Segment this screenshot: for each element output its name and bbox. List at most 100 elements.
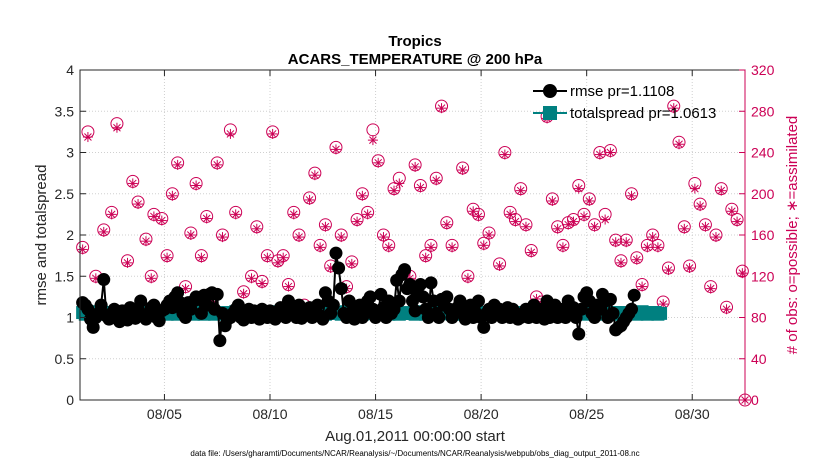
obs-assimilated-marker bbox=[378, 232, 389, 243]
y-tick-label-left: 1 bbox=[66, 310, 74, 326]
rmse-point bbox=[332, 261, 346, 275]
rmse-point bbox=[625, 302, 639, 316]
obs-assimilated-marker bbox=[288, 209, 299, 220]
obs-assimilated-marker bbox=[732, 216, 743, 227]
y-tick-label-right: 80 bbox=[751, 310, 767, 326]
rmse-point bbox=[311, 298, 324, 312]
rmse-point bbox=[329, 246, 343, 260]
rmse-point bbox=[453, 294, 467, 308]
y-tick-label-left: 0 bbox=[66, 392, 74, 408]
x-axis-label: Aug.01,2011 00:00:00 start bbox=[325, 428, 506, 445]
rmse-point bbox=[97, 273, 111, 287]
obs-assimilated-marker bbox=[346, 258, 357, 269]
rmse-point bbox=[413, 278, 427, 291]
x-tick-label: 08/25 bbox=[569, 406, 604, 422]
rmse-point bbox=[213, 334, 227, 348]
obs-assimilated-marker bbox=[146, 273, 157, 284]
y-tick-label-right: 160 bbox=[751, 227, 775, 243]
rmse-point bbox=[477, 320, 491, 334]
obs-assimilated-marker bbox=[494, 260, 505, 271]
obs-assimilated-marker bbox=[589, 221, 600, 232]
y-tick-label-right: 0 bbox=[751, 392, 759, 408]
obs-assimilated-marker bbox=[637, 281, 648, 292]
obs-assimilated-marker bbox=[230, 209, 241, 220]
obs-assimilated-marker bbox=[552, 223, 563, 234]
obs-assimilated-marker bbox=[357, 190, 368, 201]
obs-assimilated-marker bbox=[420, 252, 431, 263]
obs-assimilated-marker bbox=[431, 175, 442, 186]
obs-assimilated-marker bbox=[315, 242, 326, 253]
obs-assimilated-marker bbox=[133, 199, 144, 210]
y-tick-label-left: 3.5 bbox=[55, 103, 75, 119]
y-axis-right: 0 40 80 120 160 200 240 280 320 bbox=[739, 62, 775, 408]
y-axis-left: 0 0.5 1 1.5 2 2.5 3 3.5 4 bbox=[55, 62, 86, 408]
rmse-point bbox=[574, 302, 588, 316]
obs-assimilated-marker bbox=[415, 182, 426, 193]
obs-assimilated-marker bbox=[185, 230, 196, 240]
obs-assimilated-marker bbox=[162, 252, 173, 263]
obs-assimilated-marker bbox=[695, 201, 706, 212]
chart-title: Tropics bbox=[388, 33, 441, 50]
obs-assimilated-marker bbox=[82, 132, 93, 143]
totalspread-point bbox=[654, 306, 668, 320]
obs-assimilated-marker bbox=[674, 139, 685, 150]
obs-assimilated-marker bbox=[642, 242, 653, 253]
obs-assimilated-marker bbox=[457, 165, 468, 176]
obs-assimilated-marker bbox=[196, 252, 207, 263]
obs-assimilated-marker bbox=[201, 213, 212, 224]
obs-assimilated-marker bbox=[441, 219, 452, 230]
obs-assimilated-marker bbox=[557, 242, 568, 253]
rmse-point bbox=[627, 288, 641, 302]
obs-assimilated-marker bbox=[122, 257, 133, 268]
y-tick-label-right: 120 bbox=[751, 268, 775, 284]
rmse-point bbox=[432, 311, 446, 324]
y-tick-label-right: 280 bbox=[751, 103, 775, 119]
obs-assimilated-marker bbox=[238, 288, 249, 299]
y-tick-label-left: 0.5 bbox=[55, 351, 75, 367]
obs-assimilated-marker bbox=[383, 242, 394, 253]
obs-assimilated-marker bbox=[600, 214, 611, 225]
legend-spread-label: totalspread pr=1.0613 bbox=[570, 105, 716, 122]
legend-spread-marker bbox=[543, 106, 557, 120]
obs-assimilated-marker bbox=[77, 244, 88, 255]
obs-assimilated-marker bbox=[689, 183, 700, 194]
rmse-point bbox=[231, 298, 245, 312]
rmse-point bbox=[171, 286, 185, 300]
obs-assimilated-marker bbox=[172, 159, 183, 170]
obs-assimilated-marker bbox=[410, 161, 421, 172]
rmse-point bbox=[152, 314, 166, 328]
rmse-point bbox=[134, 294, 148, 308]
obs-assimilated-marker bbox=[262, 252, 273, 263]
legend: rmse pr=1.1108 totalspread pr=1.0613 bbox=[533, 83, 716, 122]
rmse-point bbox=[363, 290, 377, 304]
chart-subtitle: ACARS_TEMPERATURE @ 200 hPa bbox=[288, 51, 543, 68]
y-tick-label-left: 1.5 bbox=[55, 268, 75, 284]
rmse-point bbox=[606, 306, 620, 320]
obs-assimilated-marker bbox=[710, 232, 721, 243]
obs-assimilated-marker bbox=[515, 185, 526, 196]
obs-assimilated-marker bbox=[568, 216, 579, 227]
obs-assimilated-marker bbox=[684, 263, 695, 273]
y-axis-label-left: rmse and totalspread bbox=[33, 165, 50, 306]
obs-assimilated-marker bbox=[217, 232, 228, 243]
legend-rmse-label: rmse pr=1.1108 bbox=[570, 83, 674, 100]
obs-assimilated-marker bbox=[283, 281, 294, 292]
obs-assimilated-marker bbox=[652, 242, 663, 253]
rmse-point bbox=[210, 287, 224, 301]
obs-assimilated-marker bbox=[278, 252, 289, 263]
y-tick-label-right: 320 bbox=[751, 62, 775, 78]
obs-assimilated-marker bbox=[389, 185, 400, 196]
obs-assimilated-marker bbox=[605, 147, 616, 158]
rmse-point bbox=[416, 290, 430, 304]
obs-assimilated-marker bbox=[352, 216, 363, 227]
x-tick-label: 08/05 bbox=[147, 406, 182, 422]
obs-assimilated-marker bbox=[610, 237, 621, 248]
obs-assimilated-marker bbox=[330, 144, 341, 155]
obs-assimilated-marker bbox=[127, 178, 138, 189]
y-tick-label-right: 240 bbox=[751, 145, 775, 161]
rmse-point bbox=[86, 320, 100, 334]
obs-assimilated-marker bbox=[573, 183, 584, 194]
y-tick-label-left: 2.5 bbox=[55, 186, 75, 202]
obs-assimilated-marker bbox=[726, 206, 737, 217]
